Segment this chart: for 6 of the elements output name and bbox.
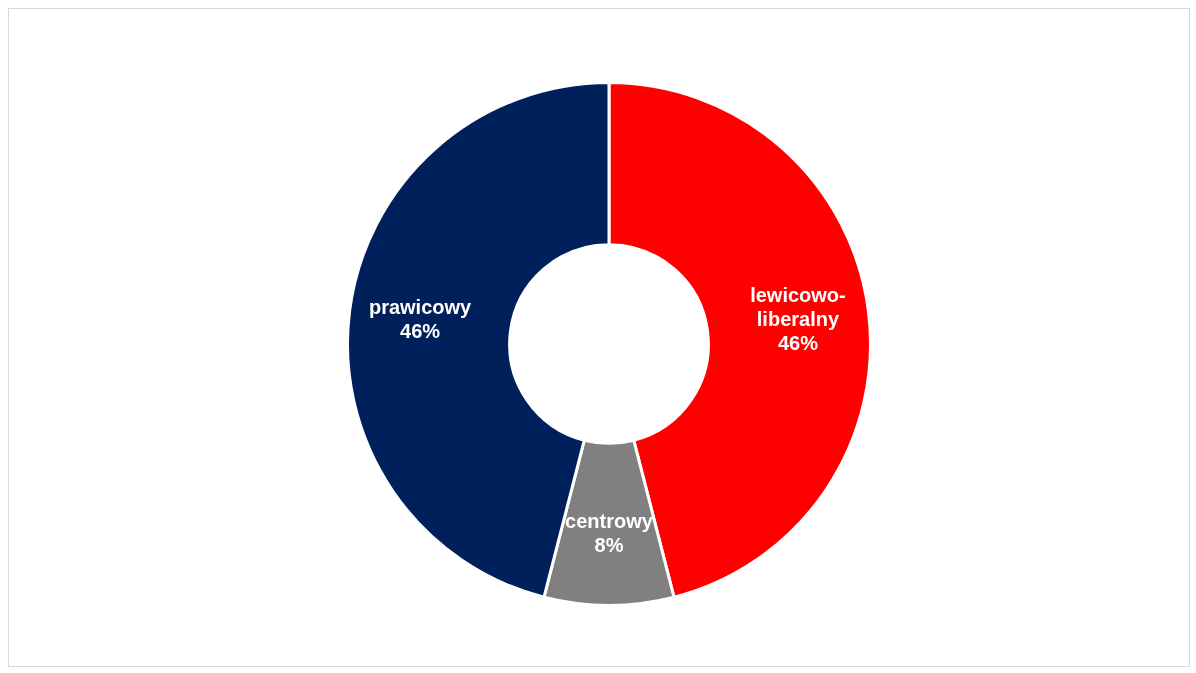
- slice-label: prawicowy: [368, 295, 473, 318]
- data-label: 8%: [594, 533, 624, 556]
- slice-label: lewicowo-liberalny: [750, 283, 846, 330]
- data-label: 46%: [400, 319, 441, 342]
- slice-label: centrowy: [565, 509, 654, 532]
- data-label: 46%: [777, 331, 819, 354]
